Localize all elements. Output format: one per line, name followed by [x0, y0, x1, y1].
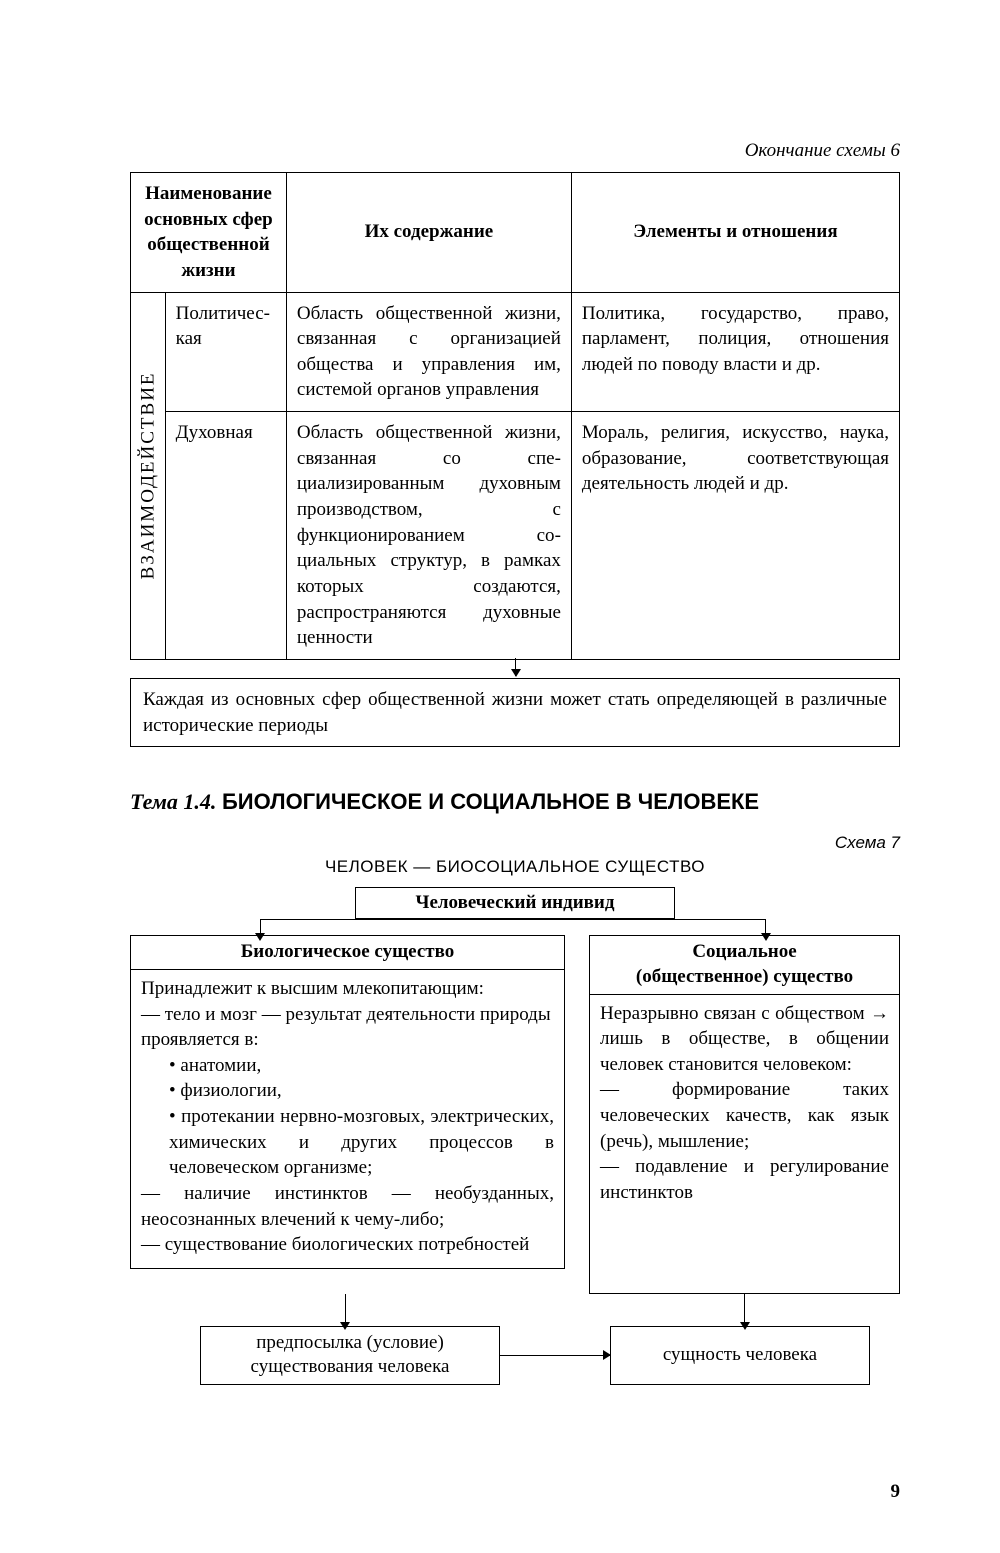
arrow-down-icon: [340, 1322, 350, 1330]
row2-content: Область общественной жизни, связанная со…: [286, 412, 571, 660]
scheme-label: Схема 7: [130, 833, 900, 853]
page-number: 9: [891, 1481, 901, 1503]
arrow-connector: [130, 660, 900, 678]
caption-top: Окончание схемы 6: [130, 140, 900, 162]
th-name: Наименование основных сфер общественной …: [131, 173, 287, 293]
th-elements: Элементы и отношения: [571, 173, 899, 293]
arrow-down-icon: [515, 658, 516, 676]
section-name: БИОЛОГИЧЕСКОЕ И СОЦИАЛЬНОЕ В ЧЕЛОВЕКЕ: [222, 789, 759, 814]
biological-column: Биологическое существо Принадлежит к выс…: [130, 935, 565, 1293]
bottom-arrow: [500, 1326, 610, 1385]
table-footer: Каждая из основных сфер общественной жиз…: [130, 678, 900, 747]
section-prefix: Тема 1.4.: [130, 789, 216, 814]
row2-name: Духовная: [165, 412, 286, 660]
social-column: Социальное(общественное) существо Неразр…: [589, 935, 900, 1293]
soc-header: Социальное(общественное) существо: [589, 935, 900, 993]
th-content: Их содержание: [286, 173, 571, 293]
arrow-down-icon: [255, 933, 265, 941]
page: Окончание схемы 6 Наименование основных …: [0, 0, 1000, 1553]
arrow-down-icon: [761, 933, 771, 941]
essence-box: сущность человека: [610, 1326, 870, 1385]
row1-elements: Политика, государ­ство, право, парламент…: [571, 292, 899, 412]
row1-content: Область общественной жизни, связанная с …: [286, 292, 571, 412]
section-title: Тема 1.4. БИОЛОГИЧЕСКОЕ И СОЦИАЛЬНОЕ В Ч…: [130, 789, 900, 815]
diagram: Человеческий индивид Биологическое сущес…: [130, 887, 900, 1385]
side-label: ВЗАИМОДЕЙСТВИЕ: [131, 292, 166, 659]
diagram-columns: Биологическое существо Принадлежит к выс…: [130, 935, 900, 1293]
bio-header: Биологическое существо: [130, 935, 565, 969]
row2-elements: Мораль, религия, ис­кусство, наука, обра…: [571, 412, 899, 660]
bio-body: Принадлежит к высшим млекопитающим: — те…: [130, 969, 565, 1269]
row1-name: Политичес­кая: [165, 292, 286, 412]
soc-body: Неразрывно связан с об­ществом → лишь в …: [589, 994, 900, 1294]
bottom-connectors: [130, 1294, 900, 1326]
arrow-down-icon: [740, 1322, 750, 1330]
arrow-right-icon: [603, 1350, 611, 1360]
individual-box: Человеческий индивид: [355, 887, 675, 919]
spheres-table: Наименование основных сфер общественной …: [130, 172, 900, 660]
subheading: ЧЕЛОВЕК — БИОСОЦИАЛЬНОЕ СУЩЕСТВО: [130, 857, 900, 877]
precondition-box: предпосылка (условие) существования чело…: [200, 1326, 500, 1385]
bottom-row: предпосылка (условие) существования чело…: [130, 1326, 900, 1385]
